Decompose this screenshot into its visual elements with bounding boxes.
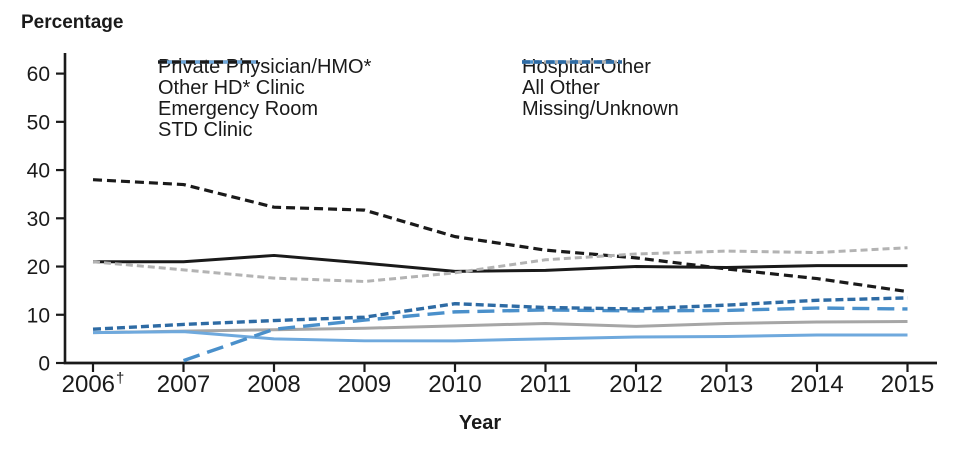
legend-swatch-std-clinic xyxy=(158,60,258,64)
legend-item-std-clinic: STD Clinic xyxy=(158,60,371,141)
y-tick-label: 20 xyxy=(27,256,50,279)
legend-swatch-missing-unknown xyxy=(522,60,622,64)
x-tick-label: 2014 xyxy=(790,371,843,398)
series-line-std-clinic xyxy=(92,178,908,294)
y-tick-label: 50 xyxy=(27,111,50,134)
legend-label: All Other xyxy=(522,77,600,99)
x-tick-label: 2011 xyxy=(520,371,572,398)
y-axis-title: Percentage xyxy=(21,12,124,33)
series-line-private-physician-hmo xyxy=(93,253,908,273)
y-tick-label: 40 xyxy=(27,160,50,183)
legend-item-all-other: All Other xyxy=(522,60,679,99)
x-tick-label: 2010 xyxy=(428,371,481,398)
y-tick-label: 30 xyxy=(27,208,50,231)
y-tick-label: 0 xyxy=(38,353,50,376)
x-tick-label: 2008 xyxy=(247,371,300,398)
x-tick-label: 2006† xyxy=(62,370,125,398)
legend-label: Other HD* Clinic xyxy=(158,77,305,99)
x-tick-label: 2013 xyxy=(700,371,753,398)
series-line-missing-unknown xyxy=(92,296,908,331)
legend-label: Emergency Room xyxy=(158,98,319,120)
y-tick-label: 10 xyxy=(27,304,50,327)
legend-item-emergency-room: Emergency Room xyxy=(158,60,371,120)
series-line-hospital-other xyxy=(182,306,908,363)
legend-label: Missing/Unknown xyxy=(522,98,679,120)
x-tick-label: 2009 xyxy=(338,371,391,398)
x-axis-title: Year xyxy=(458,412,502,434)
legend-column-2: Hospital-Other All Other Missing/Unknown xyxy=(522,57,679,120)
series-line-all-other xyxy=(92,246,908,283)
legend-item-other-hd-clinic: Other HD* Clinic xyxy=(158,60,371,99)
x-tick-label: 2007 xyxy=(157,371,210,398)
x-tick-label: 2012 xyxy=(609,371,662,398)
legend-item-missing-unknown: Missing/Unknown xyxy=(522,60,679,120)
series-line-other-hd-clinic xyxy=(92,320,908,335)
x-tick-label: 2015 xyxy=(881,371,934,398)
legend-label: STD Clinic xyxy=(158,119,253,141)
legend-column-1: Private Physician/HMO* Other HD* Clinic Em… xyxy=(158,57,371,141)
y-tick-label: 60 xyxy=(27,63,50,86)
series-line-emergency-room xyxy=(92,330,908,343)
